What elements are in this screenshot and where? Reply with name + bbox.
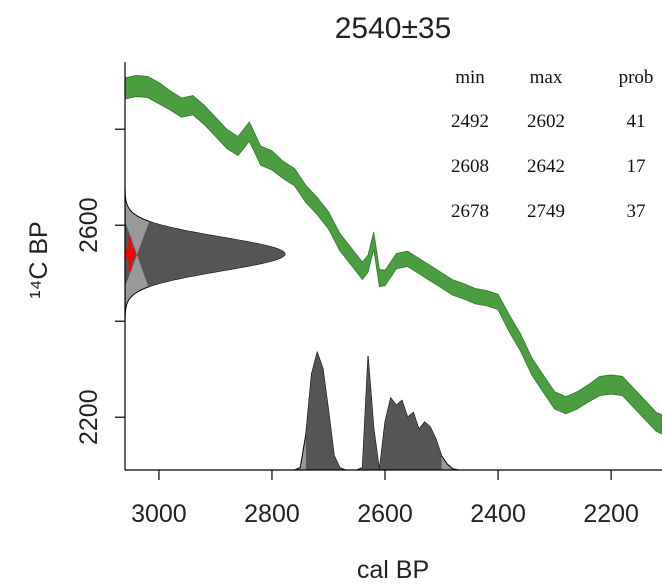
range-header-prob: prob [619,67,654,88]
range-row-2-min: 2608 [451,156,489,177]
calibration-curve-band [125,75,662,435]
x-ticks: 3000 2800 2600 2400 2200 [131,470,639,528]
radiocarbon-distribution-hpd [125,221,285,287]
calibrated-distribution-hpd [305,352,442,470]
y-axis-label: ¹⁴C BP [25,221,53,298]
x-tick-label-2400: 2400 [470,500,526,528]
range-row-1-prob: 41 [627,111,646,132]
range-row-3-prob: 37 [627,201,646,222]
x-tick-label-2600: 2600 [357,500,413,528]
x-tick-label-2800: 2800 [244,500,300,528]
y-ticks: 2200 2600 [75,128,125,445]
range-row-1-min: 2492 [451,111,489,132]
range-row-1-max: 2602 [527,111,565,132]
x-tick-label-2200: 2200 [583,500,639,528]
range-row-2-prob: 17 [627,156,646,177]
range-header-min: min [455,67,485,88]
measurement-marker [125,237,136,271]
x-axis-label: cal BP [357,556,429,584]
range-header-max: max [530,67,563,88]
range-row-3-max: 2749 [527,201,565,222]
y-tick-label-2600: 2600 [75,197,103,253]
plot-area [125,75,662,470]
axes: 3000 2800 2600 2400 2200 2200 2600 [75,62,662,528]
calibrated-range-table: min max prob 2492 2602 41 2608 2642 17 2… [451,67,653,222]
chart-title: 2540±35 [335,12,452,45]
range-row-3-min: 2678 [451,201,489,222]
measurement-point [125,248,136,260]
x-tick-label-3000: 3000 [131,500,187,528]
range-row-2-max: 2642 [527,156,565,177]
y-tick-label-2200: 2200 [75,389,103,445]
